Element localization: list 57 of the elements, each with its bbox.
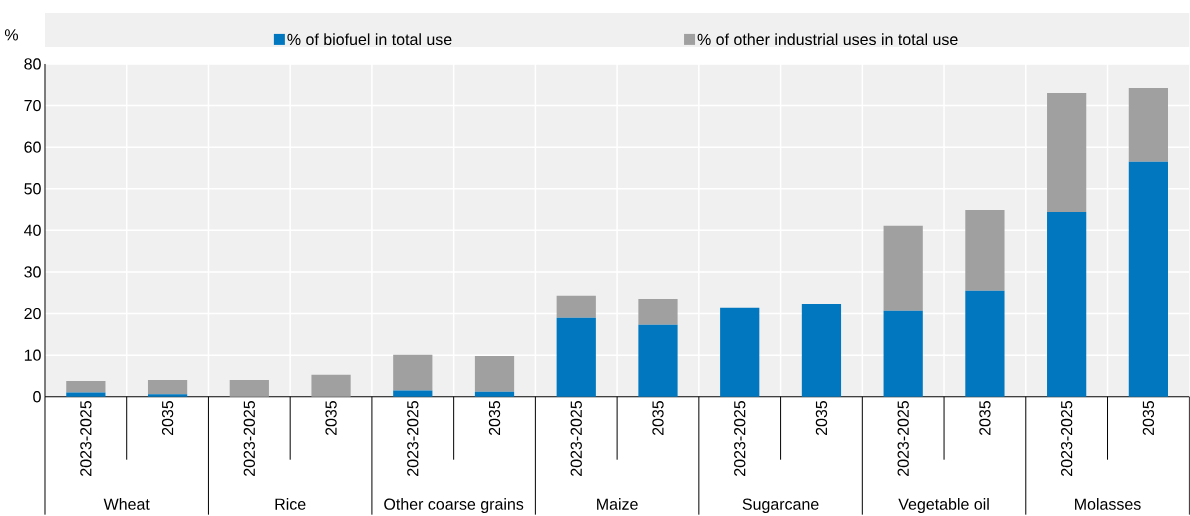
y-tick-label: 60 — [24, 141, 41, 153]
bar — [474, 391, 515, 397]
text: Molasses — [1075, 497, 1141, 510]
bar — [229, 379, 269, 397]
x-tick-label: 2023-2025 — [243, 400, 255, 476]
x-tick-label: 2035 — [488, 400, 501, 435]
x-tick-label: 2023-2025 — [897, 400, 909, 476]
bar — [474, 355, 515, 392]
x-tick-label: 2035 — [815, 400, 828, 435]
x-tick-label: 2023-2025 — [80, 400, 92, 476]
y-tick-label: 50 — [24, 182, 41, 195]
x-tick-label: 2035 — [979, 400, 991, 435]
y-tick-label: 20 — [24, 307, 41, 320]
bar — [66, 392, 106, 397]
bar — [883, 225, 923, 311]
text: Other coarse grains — [384, 497, 524, 513]
y-tick-label: 70 — [24, 99, 41, 112]
x-tick-label: 2023-2025 — [407, 400, 419, 476]
x-tick-label: 2023-2025 — [734, 400, 746, 476]
x-tick-label: 2035 — [652, 400, 664, 435]
bar — [883, 310, 923, 397]
y-tick-label: 10 — [24, 349, 41, 361]
bar — [393, 354, 433, 391]
y-tick-label: 40 — [24, 224, 41, 236]
y-tick-label: 0 — [33, 390, 41, 403]
bar — [720, 307, 760, 397]
x-tick-label: 2023-2025 — [570, 400, 582, 476]
bar — [1128, 87, 1168, 162]
bar — [1128, 161, 1168, 397]
bar — [556, 317, 596, 397]
bar — [393, 390, 433, 397]
bar — [965, 209, 1005, 291]
x-tick-label: 2035 — [1142, 400, 1155, 435]
x-tick-label: 2035 — [325, 400, 337, 435]
bar — [147, 379, 188, 395]
y-tick-label: 30 — [24, 266, 41, 278]
x-tick-label: 2035 — [161, 400, 174, 435]
y-axis-title: % — [4, 29, 18, 41]
bar — [638, 298, 678, 325]
text: Sugarcane — [742, 498, 819, 513]
text: Wheat — [103, 497, 150, 510]
bar — [965, 290, 1005, 397]
x-tick-label: 2023-2025 — [1061, 400, 1073, 476]
bar — [311, 374, 351, 397]
bar — [147, 394, 188, 397]
bar — [801, 303, 842, 397]
bar — [1047, 92, 1087, 212]
text: Maize — [597, 497, 638, 510]
y-tick-label: 80 — [24, 58, 41, 70]
bar — [1047, 211, 1087, 397]
bar — [66, 380, 106, 393]
text: Rice — [275, 497, 306, 510]
text: Vegetable oil — [898, 497, 989, 513]
legend-label: % of biofuel in total use — [287, 33, 452, 45]
legend-label: % of other industrial uses in total use — [697, 33, 958, 45]
bar — [638, 324, 678, 397]
bar — [556, 295, 596, 318]
